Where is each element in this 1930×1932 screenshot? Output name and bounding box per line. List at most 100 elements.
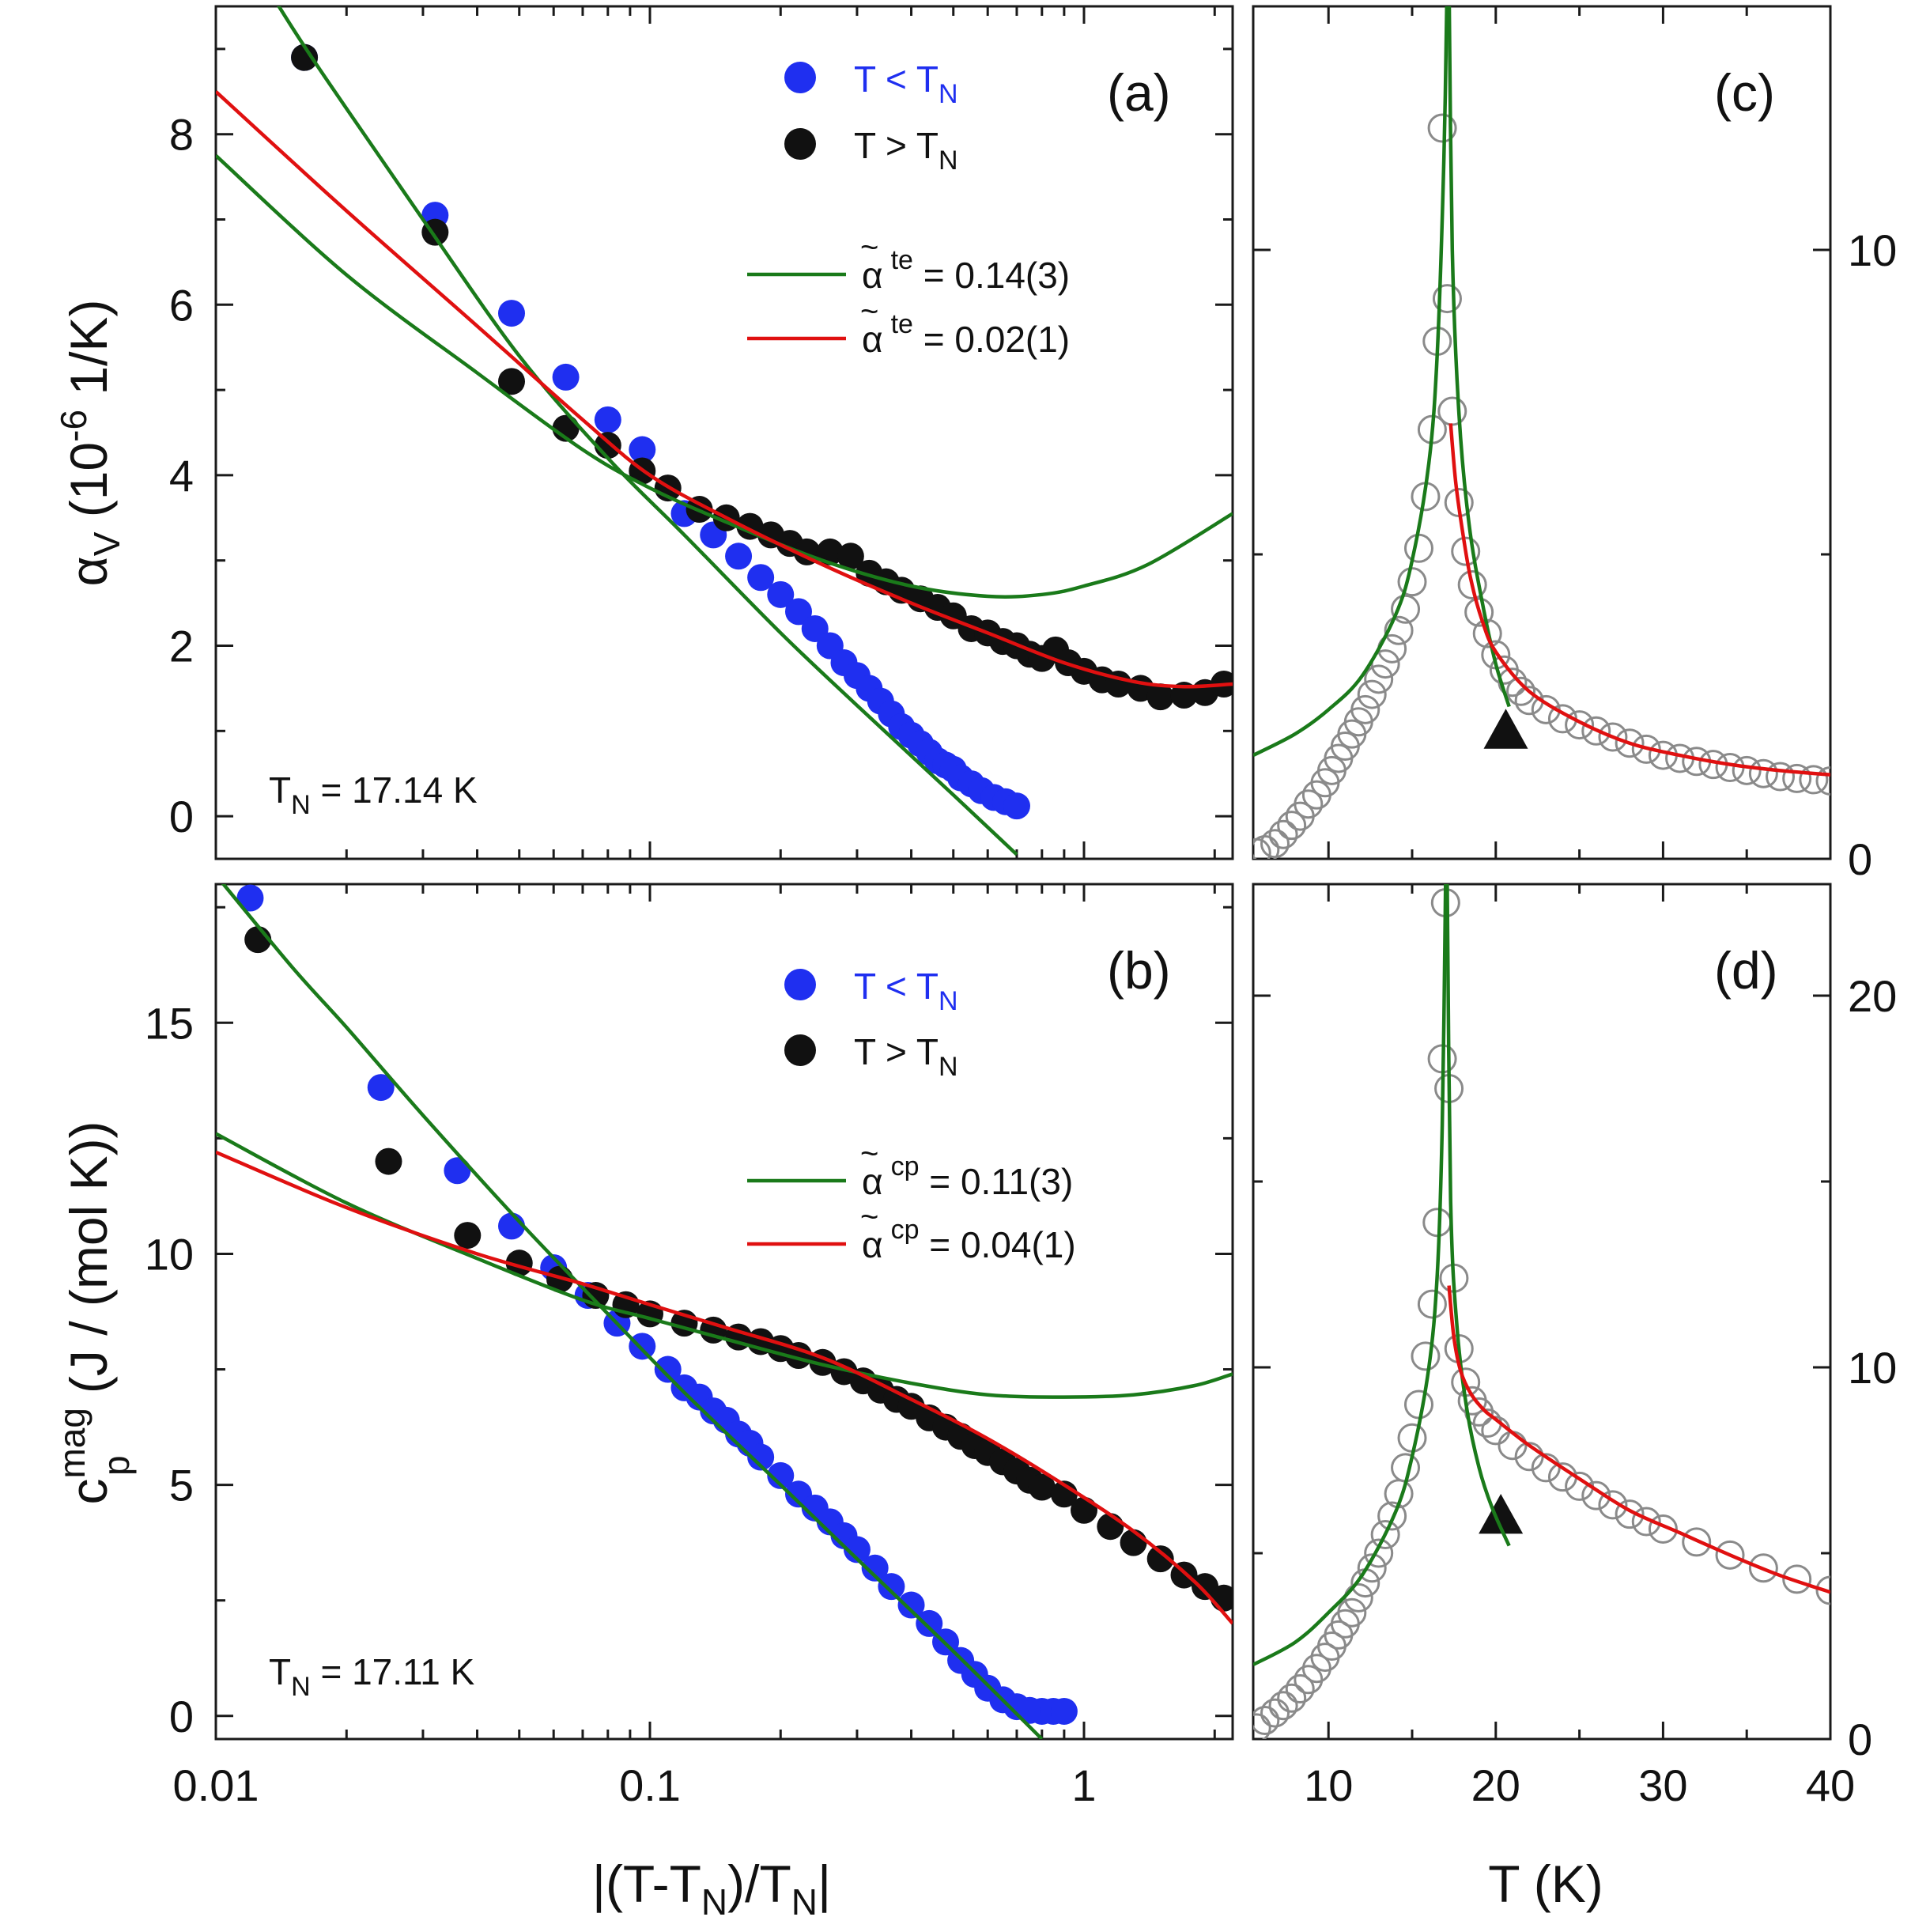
panel-d-data-point [1357,1553,1387,1583]
panel-c-data-point [1277,811,1307,841]
panel-d-data-point [1403,1389,1433,1420]
panel-c-plot [1253,6,1830,859]
panel-d-data-point [1301,1654,1331,1684]
panel-a-point-blue [725,543,753,570]
panel-b-fit-line-red [216,1150,1233,1625]
panel-c-data-point [1782,763,1812,793]
panel-c-data-point [1506,676,1536,706]
legend-a-tilde-red: ~ [860,294,878,329]
panel-a-point-blue [552,363,580,391]
panel-b-point-black [454,1222,482,1250]
panel-b-xtick-label: 0.1 [619,1760,681,1810]
panel-c-fit-line-green [1447,6,1511,708]
panel-c-data-point [1437,396,1467,426]
panel-d-data-point [1748,1553,1778,1583]
panel-d-data-point [1260,1698,1290,1728]
legend-b-text-green: α cp = 0.11(3) [862,1151,1073,1202]
panel-b-point-black [1146,1545,1174,1573]
panel-a-point-blue [767,580,795,608]
panel-b-fit-line-green [221,884,1044,1739]
panel-a-point-blue [629,436,656,463]
panel-d-data-point [1364,1538,1394,1568]
legend-a-text-red: α te = 0.02(1) [862,309,1070,360]
panel-a-point-black [291,43,319,71]
panel-d-ytick-label: 20 [1848,971,1897,1021]
panel-b-point-blue [916,1609,943,1637]
panel-d-tag: (d) [1714,941,1778,1000]
panel-b-ytick-label: 0 [169,1692,194,1741]
panel-a-ytick-label: 6 [169,280,194,330]
panel-a-tag: (a) [1107,63,1171,122]
panel-d-xtick-label: 30 [1638,1760,1687,1810]
y-axis-title-a: αV (10-6 1/K) [53,300,127,587]
panel-a-ytick-label: 4 [169,451,194,501]
panel-b-point-blue [444,1157,471,1185]
panel-b-point-blue [367,1074,395,1102]
panel-d-data-point [1782,1564,1812,1594]
panel-c-fit-line-green [1253,6,1449,758]
panel-b-point-blue [878,1573,905,1601]
panel-b-point-blue [654,1355,682,1383]
panel-b-point-black [375,1147,402,1175]
panel-d-data-point [1715,1540,1745,1570]
panel-d-data-point [1631,1507,1661,1537]
legend-b-marker-below [784,969,816,1000]
panel-d-data-point [1615,1499,1645,1529]
panel-b-point-blue [843,1536,871,1563]
panel-c-data-point [1457,570,1487,599]
panel-b-point-blue [767,1461,795,1489]
legend-a-text-green: α te = 0.14(3) [862,245,1070,296]
tn-label-b: TN = 17.11 K [269,1651,475,1702]
panel-d-data-point [1268,1691,1298,1721]
panel-c-data-point [1631,734,1661,764]
panel-c-data-point [1364,664,1394,694]
panel-b-tag: (b) [1107,941,1171,1000]
panel-d-xtick-label: 20 [1471,1760,1520,1810]
panel-a-point-blue [594,406,621,433]
panel-c-data-point [1427,113,1457,143]
panel-c-data-point [1464,597,1494,627]
panel-b-point-blue [236,884,264,912]
panel-a-fit-line-red [216,90,1233,689]
panel-c-data-point [1615,728,1645,758]
panel-frames [214,5,1832,1741]
panel-d-xtick-label: 40 [1806,1760,1855,1810]
panel-d-data-point [1815,1575,1830,1605]
panel-d-data-point [1370,1520,1400,1549]
legend-b-tilde-green: ~ [860,1136,878,1171]
panel-c-data-point [1748,758,1778,788]
legend-a-text-above: T > TN [854,125,958,176]
panel-a-point-black [1170,682,1198,709]
panel-c-ytick-label: 0 [1848,834,1872,884]
panel-d-data-point [1598,1490,1628,1520]
panel-d-ytick-label: 10 [1848,1343,1897,1393]
panel-a-ytick-label: 8 [169,110,194,160]
panel-d-data-point [1648,1514,1678,1544]
legend-b-text-red: α cp = 0.04(1) [862,1215,1076,1265]
panel-b-ytick-label: 5 [169,1461,194,1510]
panel-a-fit-line-green [277,6,1018,856]
panel-d-xtick-label: 10 [1304,1760,1353,1810]
legend-b-text-above: T > TN [854,1031,958,1082]
panel-c-data-point [1498,667,1528,698]
panel-b-fit-line-green [216,1132,1233,1399]
panel-b-point-black [1028,1473,1056,1501]
panel-c-data-point [1391,594,1421,624]
legend-a: T < TN T > TN α te = 0.14(3) ~ α te = 0.02… [747,59,1070,360]
panel-c-data-point [1565,710,1595,740]
panel-c-data-point [1260,829,1290,859]
panel-a-plot [216,6,1233,856]
panel-a-ytick-label: 0 [169,792,194,841]
panel-b-point-blue [629,1333,656,1360]
panel-d-data-point [1253,1713,1271,1739]
legend-b: T < TN T > TN α cp = 0.11(3) ~ α cp = 0.04… [747,966,1076,1265]
panel-d-frame [1252,883,1832,1741]
panel-d-data-point [1422,1208,1452,1238]
panel-d-fit-line-green [1253,884,1448,1666]
panel-c-data-point [1732,755,1762,785]
legend-a-tilde-green: ~ [860,230,878,265]
panel-c-data-point [1384,615,1414,645]
panel-d-data-point [1411,1341,1441,1371]
panel-b-plot [216,884,1233,1739]
